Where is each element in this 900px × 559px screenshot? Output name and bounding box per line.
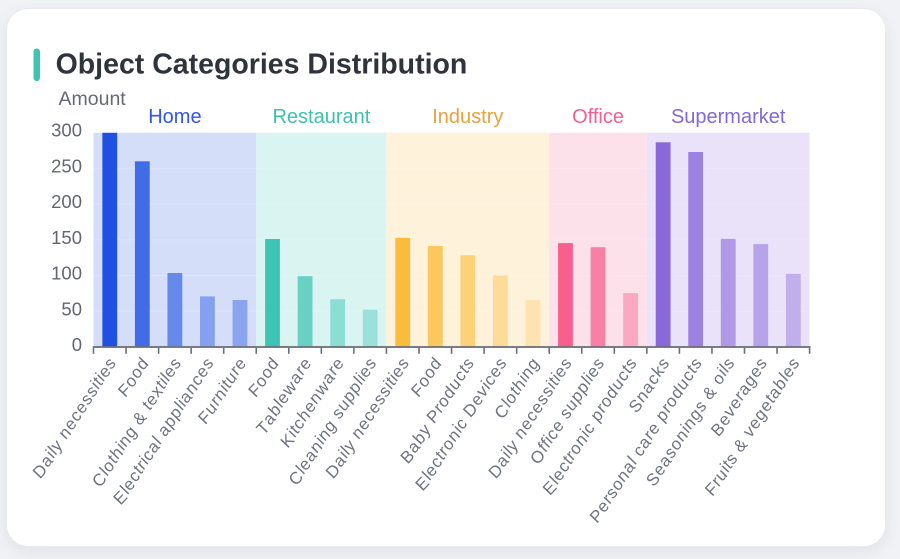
svg-text:Object Categories Distribution: Object Categories Distribution xyxy=(56,48,468,80)
svg-text:Home: Home xyxy=(148,106,201,128)
svg-text:200: 200 xyxy=(51,191,82,212)
svg-text:300: 300 xyxy=(51,120,82,141)
svg-text:50: 50 xyxy=(61,298,82,319)
svg-text:Restaurant: Restaurant xyxy=(272,106,370,128)
svg-text:Office: Office xyxy=(572,106,624,128)
svg-text:&: & xyxy=(129,408,151,429)
svg-text:150: 150 xyxy=(51,227,82,248)
svg-text:&: & xyxy=(730,435,752,456)
svg-text:Industry: Industry xyxy=(432,106,503,128)
svg-text:100: 100 xyxy=(51,263,82,284)
svg-text:Amount: Amount xyxy=(59,88,127,110)
svg-text:Supermarket: Supermarket xyxy=(671,106,786,128)
svg-text:&: & xyxy=(699,382,721,403)
svg-text:250: 250 xyxy=(51,155,82,176)
svg-text:0: 0 xyxy=(72,334,82,355)
